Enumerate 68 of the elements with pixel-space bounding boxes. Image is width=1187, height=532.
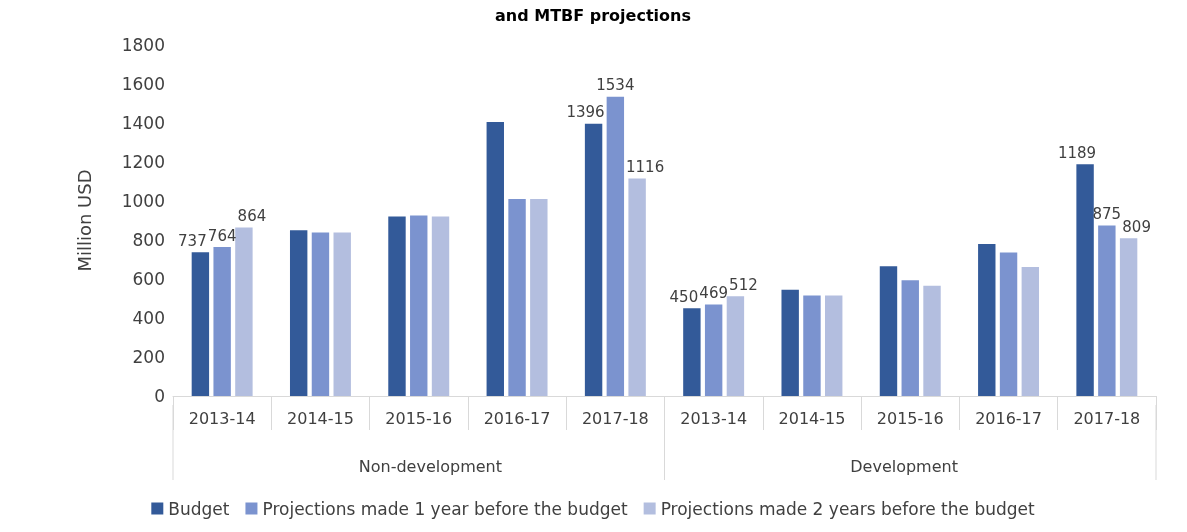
data-label: 1396 (566, 103, 605, 122)
data-label: 1116 (626, 157, 665, 176)
data-label: 1189 (1057, 143, 1097, 162)
y-tick-label: 200 (132, 347, 165, 367)
bar (923, 285, 941, 396)
legend-label: Projections made 1 year before the budget (262, 498, 628, 519)
bar (999, 252, 1018, 396)
bar (901, 280, 919, 396)
data-label: 809 (1122, 217, 1151, 236)
bar (289, 230, 308, 396)
x-tick-label: 2016-17 (975, 408, 1042, 428)
bar (388, 216, 406, 396)
bar (235, 227, 253, 396)
y-tick-label: 1000 (121, 191, 165, 211)
y-tick-label: 1400 (121, 113, 165, 133)
bar (726, 296, 745, 396)
data-label: 469 (699, 284, 728, 303)
x-tick-label: 2014-15 (287, 408, 354, 428)
chart-title: and MTBF projections (495, 5, 691, 25)
bar (311, 232, 330, 396)
bar (486, 122, 504, 396)
x-tick-label: 2015-16 (385, 408, 453, 428)
data-label: 450 (669, 287, 699, 306)
x-tick-label: 2016-17 (483, 408, 551, 428)
data-label: 764 (207, 226, 237, 245)
legend-label: Projections made 2 years before the budget (660, 498, 1036, 519)
bar (213, 247, 231, 396)
bar (333, 232, 351, 396)
legend-label: Budget (168, 498, 230, 519)
y-tick-label: 0 (154, 386, 165, 406)
x-tick-label: 2015-16 (876, 408, 944, 428)
data-label: 512 (729, 275, 758, 294)
bar (584, 123, 603, 396)
bar (530, 199, 548, 396)
bar (879, 266, 898, 396)
bar (1076, 164, 1094, 396)
bar (508, 199, 526, 396)
bar (781, 289, 799, 396)
y-tick-label: 800 (132, 230, 165, 250)
data-label: 1534 (596, 76, 635, 95)
bar (1021, 267, 1040, 396)
bar (803, 295, 821, 396)
x-tick-label: 2017-18 (581, 408, 649, 428)
y-tick-label: 600 (132, 269, 165, 289)
x-tick-label: 2013-14 (680, 408, 748, 428)
x-tick-label: 2014-15 (778, 408, 846, 428)
data-label: 864 (237, 207, 267, 226)
bar (1119, 238, 1138, 396)
bar (1098, 225, 1116, 396)
x-tick-label: 2013-14 (188, 408, 256, 428)
bar (410, 215, 428, 396)
text: Non-development (358, 456, 502, 476)
y-axis-title: Million USD (73, 169, 95, 272)
x-tick-label: 2017-18 (1073, 408, 1141, 428)
bar (683, 308, 701, 396)
bar (978, 244, 996, 396)
y-tick-label: 400 (132, 308, 165, 328)
bar (704, 304, 723, 396)
data-label: 737 (178, 231, 207, 250)
y-tick-label: 1200 (121, 152, 165, 172)
text: Development (850, 456, 958, 476)
y-tick-label: 1600 (121, 74, 165, 94)
bar (825, 295, 843, 396)
bar (191, 252, 210, 396)
bar (628, 178, 646, 396)
y-tick-label: 1800 (121, 35, 165, 55)
bar (606, 96, 625, 396)
bar (431, 216, 450, 396)
